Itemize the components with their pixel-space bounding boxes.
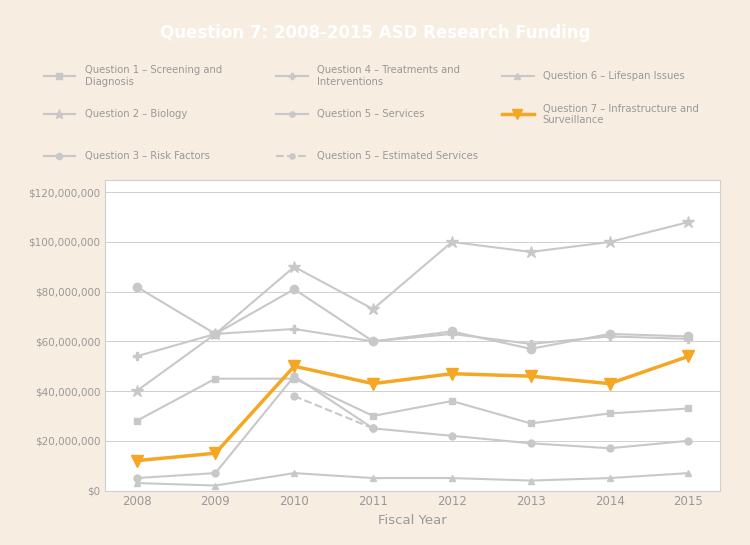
Text: Question 4 – Treatments and
Interventions: Question 4 – Treatments and Intervention… <box>317 65 460 87</box>
X-axis label: Fiscal Year: Fiscal Year <box>378 514 447 527</box>
Text: Question 1 – Screening and
Diagnosis: Question 1 – Screening and Diagnosis <box>85 65 222 87</box>
Text: Question 5 – Services: Question 5 – Services <box>317 110 424 119</box>
Text: Question 5 – Estimated Services: Question 5 – Estimated Services <box>317 152 478 161</box>
Text: Question 6 – Lifespan Issues: Question 6 – Lifespan Issues <box>543 71 685 81</box>
Text: Question 7: 2008-2015 ASD Research Funding: Question 7: 2008-2015 ASD Research Fundi… <box>160 24 590 43</box>
Text: Question 3 – Risk Factors: Question 3 – Risk Factors <box>85 152 209 161</box>
Text: Question 7 – Infrastructure and
Surveillance: Question 7 – Infrastructure and Surveill… <box>543 104 699 125</box>
Text: Question 2 – Biology: Question 2 – Biology <box>85 110 187 119</box>
